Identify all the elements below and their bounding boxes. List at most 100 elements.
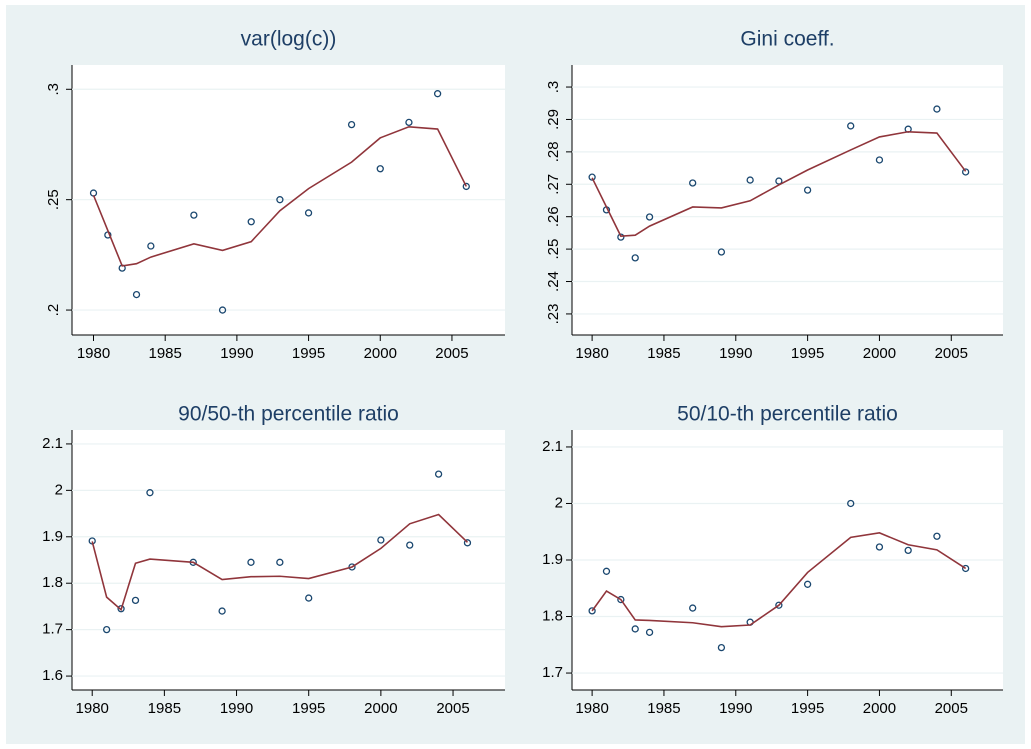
- point: [146, 489, 154, 497]
- y-tick-label: 2.1: [42, 435, 63, 452]
- point: [377, 536, 385, 544]
- y-tick-label: .2: [45, 304, 62, 317]
- point: [617, 233, 625, 241]
- point: [645, 628, 654, 636]
- point: [689, 604, 697, 612]
- y-tick-label: 1.8: [542, 607, 563, 624]
- point: [689, 179, 697, 187]
- x-tick-label: 2000: [863, 345, 896, 362]
- x-tick-label: 1995: [292, 345, 325, 362]
- x-tick-label: 1985: [148, 700, 181, 717]
- x-tick-label: 1985: [647, 700, 680, 717]
- x-tick-label: 1995: [791, 700, 824, 717]
- point: [588, 607, 596, 615]
- x-tick-label: 1980: [575, 700, 608, 717]
- point: [247, 558, 255, 566]
- panel-title: 50/10-th percentile ratio: [677, 403, 898, 426]
- y-tick-label: .27: [545, 174, 562, 195]
- point: [631, 625, 639, 633]
- point: [190, 211, 198, 219]
- point: [102, 625, 111, 634]
- point: [847, 499, 855, 508]
- plot-area: [72, 430, 505, 690]
- point: [803, 186, 812, 194]
- fit-line: [91, 513, 469, 612]
- y-tick-label: 1.7: [542, 664, 563, 681]
- point: [961, 168, 970, 176]
- point: [875, 543, 884, 551]
- point: [933, 532, 941, 540]
- point: [376, 165, 384, 173]
- fit-line: [591, 130, 967, 237]
- point: [717, 643, 726, 652]
- point: [131, 596, 140, 605]
- point: [803, 580, 812, 588]
- point: [631, 254, 639, 262]
- y-tick-label: 1.9: [42, 528, 63, 545]
- point: [462, 182, 470, 191]
- point: [132, 290, 141, 299]
- x-tick-label: 2005: [935, 700, 968, 717]
- point: [276, 558, 284, 566]
- y-tick-label: .23: [545, 304, 562, 325]
- x-tick-label: 1985: [647, 345, 680, 362]
- y-tick-label: .26: [545, 206, 562, 227]
- point: [602, 567, 611, 575]
- plot-area: [572, 65, 1003, 335]
- point: [645, 213, 654, 221]
- point: [847, 122, 855, 130]
- x-tick-label: 2000: [364, 345, 397, 362]
- point: [405, 118, 413, 127]
- point: [434, 470, 443, 478]
- point: [304, 209, 313, 217]
- y-tick-label: 1.8: [42, 574, 63, 591]
- x-tick-label: 1990: [719, 345, 752, 362]
- y-tick-label: 1.9: [542, 551, 563, 568]
- panel-title: var(log(c)): [241, 28, 337, 51]
- y-tick-label: .25: [545, 239, 562, 260]
- point: [961, 564, 970, 573]
- x-tick-label: 1995: [791, 345, 824, 362]
- point: [933, 105, 941, 113]
- x-tick-label: 2000: [364, 700, 397, 717]
- fit-line: [92, 126, 468, 267]
- panel-title: Gini coeff.: [740, 28, 834, 51]
- y-tick-label: .25: [45, 189, 62, 210]
- x-tick-label: 1990: [220, 700, 253, 717]
- point: [347, 120, 356, 129]
- y-tick-label: 1.6: [42, 667, 63, 684]
- point: [305, 594, 313, 602]
- x-tick-label: 1980: [575, 345, 608, 362]
- point: [117, 605, 125, 613]
- point: [875, 156, 884, 164]
- point: [276, 196, 284, 204]
- x-tick-label: 1995: [292, 700, 325, 717]
- x-tick-label: 1980: [76, 700, 109, 717]
- x-tick-label: 2000: [863, 700, 896, 717]
- point: [406, 541, 414, 549]
- point: [904, 546, 912, 555]
- point: [218, 607, 226, 615]
- x-tick-label: 2005: [935, 345, 968, 362]
- y-tick-label: 2: [555, 494, 563, 511]
- point: [775, 601, 783, 609]
- point: [147, 242, 155, 250]
- point: [717, 248, 726, 256]
- point: [463, 539, 472, 547]
- point: [218, 306, 227, 314]
- y-tick-label: 2: [55, 481, 63, 498]
- x-tick-label: 1990: [719, 700, 752, 717]
- y-tick-label: 1.7: [42, 621, 63, 638]
- point: [433, 90, 442, 98]
- x-tick-label: 1980: [77, 345, 110, 362]
- point: [247, 218, 255, 226]
- y-tick-label: 2.1: [542, 438, 563, 455]
- y-tick-label: .3: [45, 83, 62, 96]
- x-tick-label: 2005: [435, 345, 468, 362]
- y-tick-label: .29: [545, 109, 562, 130]
- y-tick-label: .3: [545, 81, 562, 94]
- point: [746, 176, 754, 184]
- fit-line: [591, 532, 967, 628]
- y-tick-label: .24: [545, 271, 562, 292]
